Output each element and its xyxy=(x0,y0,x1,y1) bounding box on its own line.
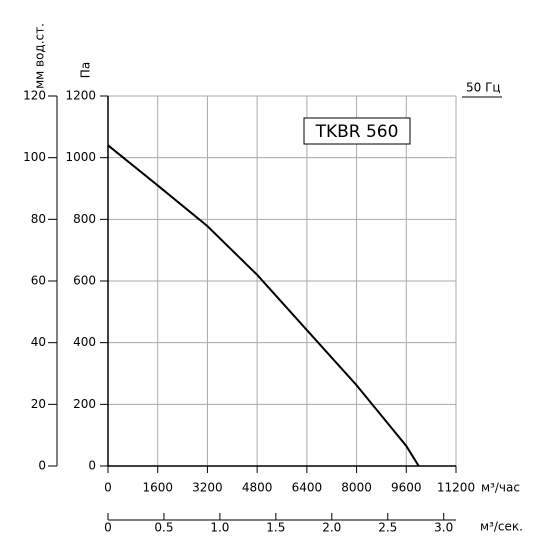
series-line xyxy=(107,144,420,467)
x2-tick-label: 2.0 xyxy=(322,521,341,535)
y2-tick-label: 20 xyxy=(31,397,46,411)
x2-tick-label: 2.5 xyxy=(378,521,397,535)
y2-tick-label: 120 xyxy=(23,89,46,103)
x-label: м³/час xyxy=(481,481,520,495)
x2-tick-label: 0 xyxy=(104,521,112,535)
x2-tick-label: 0.5 xyxy=(154,521,173,535)
y-label: Па xyxy=(79,62,93,78)
y2-tick-label: 80 xyxy=(31,212,46,226)
x-tick-label: 1600 xyxy=(142,481,173,495)
y-tick-label: 1000 xyxy=(65,150,96,164)
y2-tick-label: 100 xyxy=(23,150,46,164)
y2-tick-label: 0 xyxy=(38,459,46,473)
y2-label: мм вод.ст. xyxy=(33,23,47,89)
x-tick-label: 9600 xyxy=(391,481,422,495)
x-tick-label: 8000 xyxy=(341,481,372,495)
y-tick-label: 200 xyxy=(73,397,96,411)
x-tick-label: 0 xyxy=(104,481,112,495)
y2-tick-label: 40 xyxy=(31,335,46,349)
x2-tick-label: 3.0 xyxy=(434,521,453,535)
y-tick-label: 800 xyxy=(73,212,96,226)
x-tick-label: 11200 xyxy=(437,481,475,495)
y-tick-label: 0 xyxy=(88,459,96,473)
x2-label: м³/сек. xyxy=(480,520,523,534)
y-tick-label: 600 xyxy=(73,274,96,288)
x2-tick-label: 1.0 xyxy=(210,521,229,535)
x2-tick-label: 1.5 xyxy=(266,521,285,535)
x-tick-label: 4800 xyxy=(242,481,273,495)
y-tick-label: 1200 xyxy=(65,89,96,103)
x-tick-label: 6400 xyxy=(292,481,323,495)
annotation: 50 Гц xyxy=(466,81,501,95)
y2-tick-label: 60 xyxy=(31,274,46,288)
x-tick-label: 3200 xyxy=(192,481,223,495)
y-tick-label: 400 xyxy=(73,335,96,349)
series-label: TKBR 560 xyxy=(315,122,399,142)
series-label-box xyxy=(303,117,411,145)
